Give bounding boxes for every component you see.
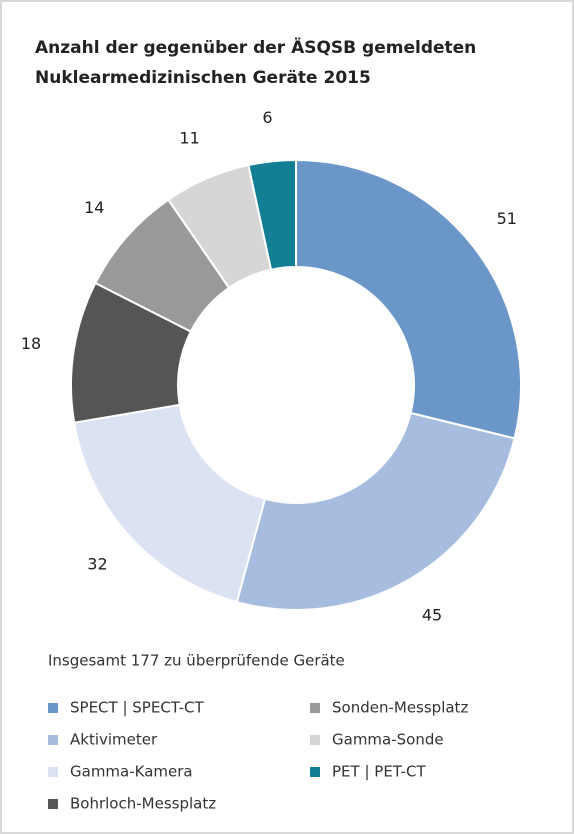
chart-title: Anzahl der gegenüber der ÄSQSB gemeldete… bbox=[35, 36, 476, 58]
data-label: 11 bbox=[179, 129, 199, 148]
donut-segment bbox=[247, 158, 297, 271]
legend-label: Gamma-Sonde bbox=[332, 731, 444, 749]
legend-label: Bohrloch-Messplatz bbox=[70, 795, 216, 813]
legend-label: Sonden-Messplatz bbox=[332, 699, 468, 717]
data-label: 32 bbox=[87, 555, 107, 574]
legend-swatch bbox=[310, 735, 320, 745]
donut-segment bbox=[235, 411, 516, 611]
legend-swatch bbox=[310, 703, 320, 713]
legend-swatch bbox=[48, 767, 58, 777]
data-label: 18 bbox=[21, 334, 41, 353]
data-label: 45 bbox=[422, 605, 442, 624]
legend-swatch bbox=[48, 799, 58, 809]
legend-label: SPECT | SPECT-CT bbox=[70, 699, 204, 717]
donut-segment bbox=[295, 158, 522, 440]
legend-swatch bbox=[48, 735, 58, 745]
data-label: 51 bbox=[497, 209, 517, 228]
legend-swatch bbox=[310, 767, 320, 777]
legend-swatch bbox=[48, 703, 58, 713]
legend-label: Aktivimeter bbox=[70, 731, 158, 749]
donut-segment bbox=[73, 403, 267, 604]
chart-title: Nuklearmedizinischen Geräte 2015 bbox=[35, 68, 371, 88]
annotation: Insgesamt 177 zu überprüfende Geräte bbox=[48, 652, 345, 670]
data-label: 14 bbox=[84, 198, 104, 217]
legend-label: PET | PET-CT bbox=[332, 763, 426, 781]
legend-label: Gamma-Kamera bbox=[70, 763, 193, 781]
data-label: 6 bbox=[262, 108, 272, 127]
